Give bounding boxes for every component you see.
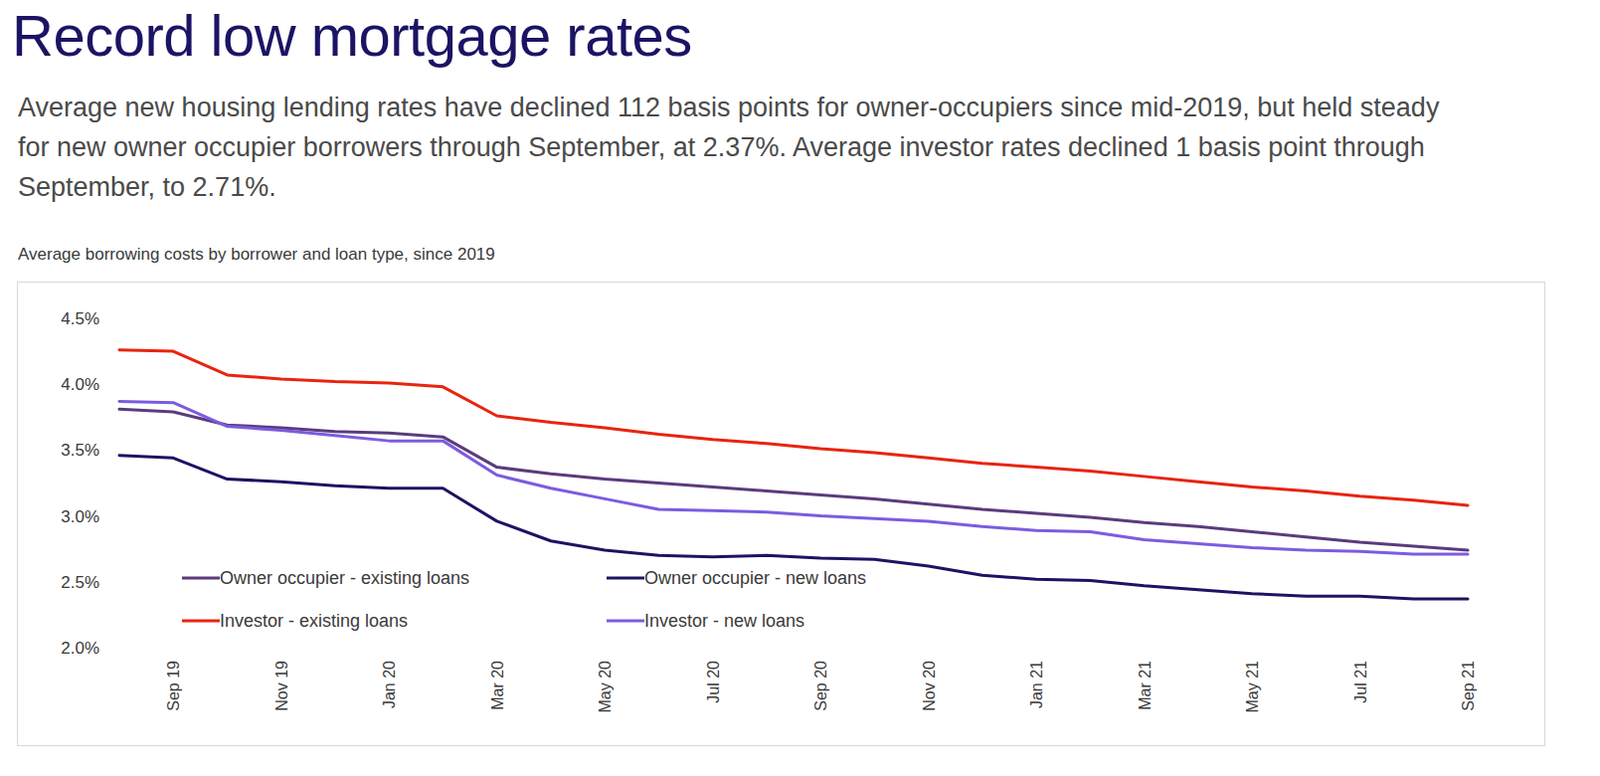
legend: Owner occupier - existing loans Owner occ… [181,567,867,631]
x-tick-label: Sep 19 [165,660,182,712]
series-line [119,408,1468,550]
legend-label: Investor - existing loans [219,610,408,631]
x-tick-label: Nov 19 [273,660,291,712]
y-tick-label: 4.5% [60,309,100,329]
legend-label: Investor - new loans [644,610,805,631]
legend-swatch [181,619,220,623]
y-tick-label: 4.0% [60,374,100,394]
y-tick-label: 2.5% [60,572,100,592]
y-tick-label: 3.5% [60,440,100,460]
subtitle: Average new housing lending rates have d… [17,87,1450,207]
x-tick-label: Jul 21 [1352,660,1370,704]
y-tick [103,449,108,451]
legend-label: Owner occupier - existing loans [219,567,470,588]
legend-swatch [606,619,645,623]
x-tick-label: Sep 20 [812,660,830,712]
lines [119,350,1468,599]
x-axis: Sep 19 Nov 19 Jan 20 Mar 20 May 20 Jul 20 Sep … [165,660,1477,713]
legend-swatch [606,576,645,580]
x-tick-label: Sep 21 [1459,660,1477,712]
x-tick-label: Jan 21 [1028,660,1046,709]
y-tick [103,580,108,582]
y-tick-label: 3.0% [60,507,100,527]
series-line [119,400,1468,554]
y-tick-label: 2.0% [60,638,100,658]
y-tick [103,647,108,649]
title: Record low mortgage rates [11,1,693,69]
series-line [119,350,1468,506]
series-line [119,455,1468,599]
y-tick [103,318,108,320]
legend-swatch [181,576,220,580]
chart-frame [17,282,1546,746]
x-tick-label: Jul 20 [705,660,722,704]
legend-label: Owner occupier - new loans [644,567,867,588]
chart: 2.0% 2.5% 3.0% 3.5% 4.0% 4.5% Sep 19 Nov 19 Jan … [0,0,1600,776]
y-tick [103,383,108,385]
x-tick-label: Mar 21 [1136,660,1154,711]
y-axis: 2.0% 2.5% 3.0% 3.5% 4.0% 4.5% [60,309,108,658]
x-tick-label: May 20 [596,660,614,713]
x-tick-label: May 21 [1244,660,1261,713]
caption: Average borrowing costs by borrower and … [17,244,496,265]
y-tick [103,515,108,517]
x-tick-label: Jan 20 [380,660,398,709]
x-tick-label: Mar 20 [489,660,507,711]
x-tick-label: Nov 20 [920,660,938,712]
